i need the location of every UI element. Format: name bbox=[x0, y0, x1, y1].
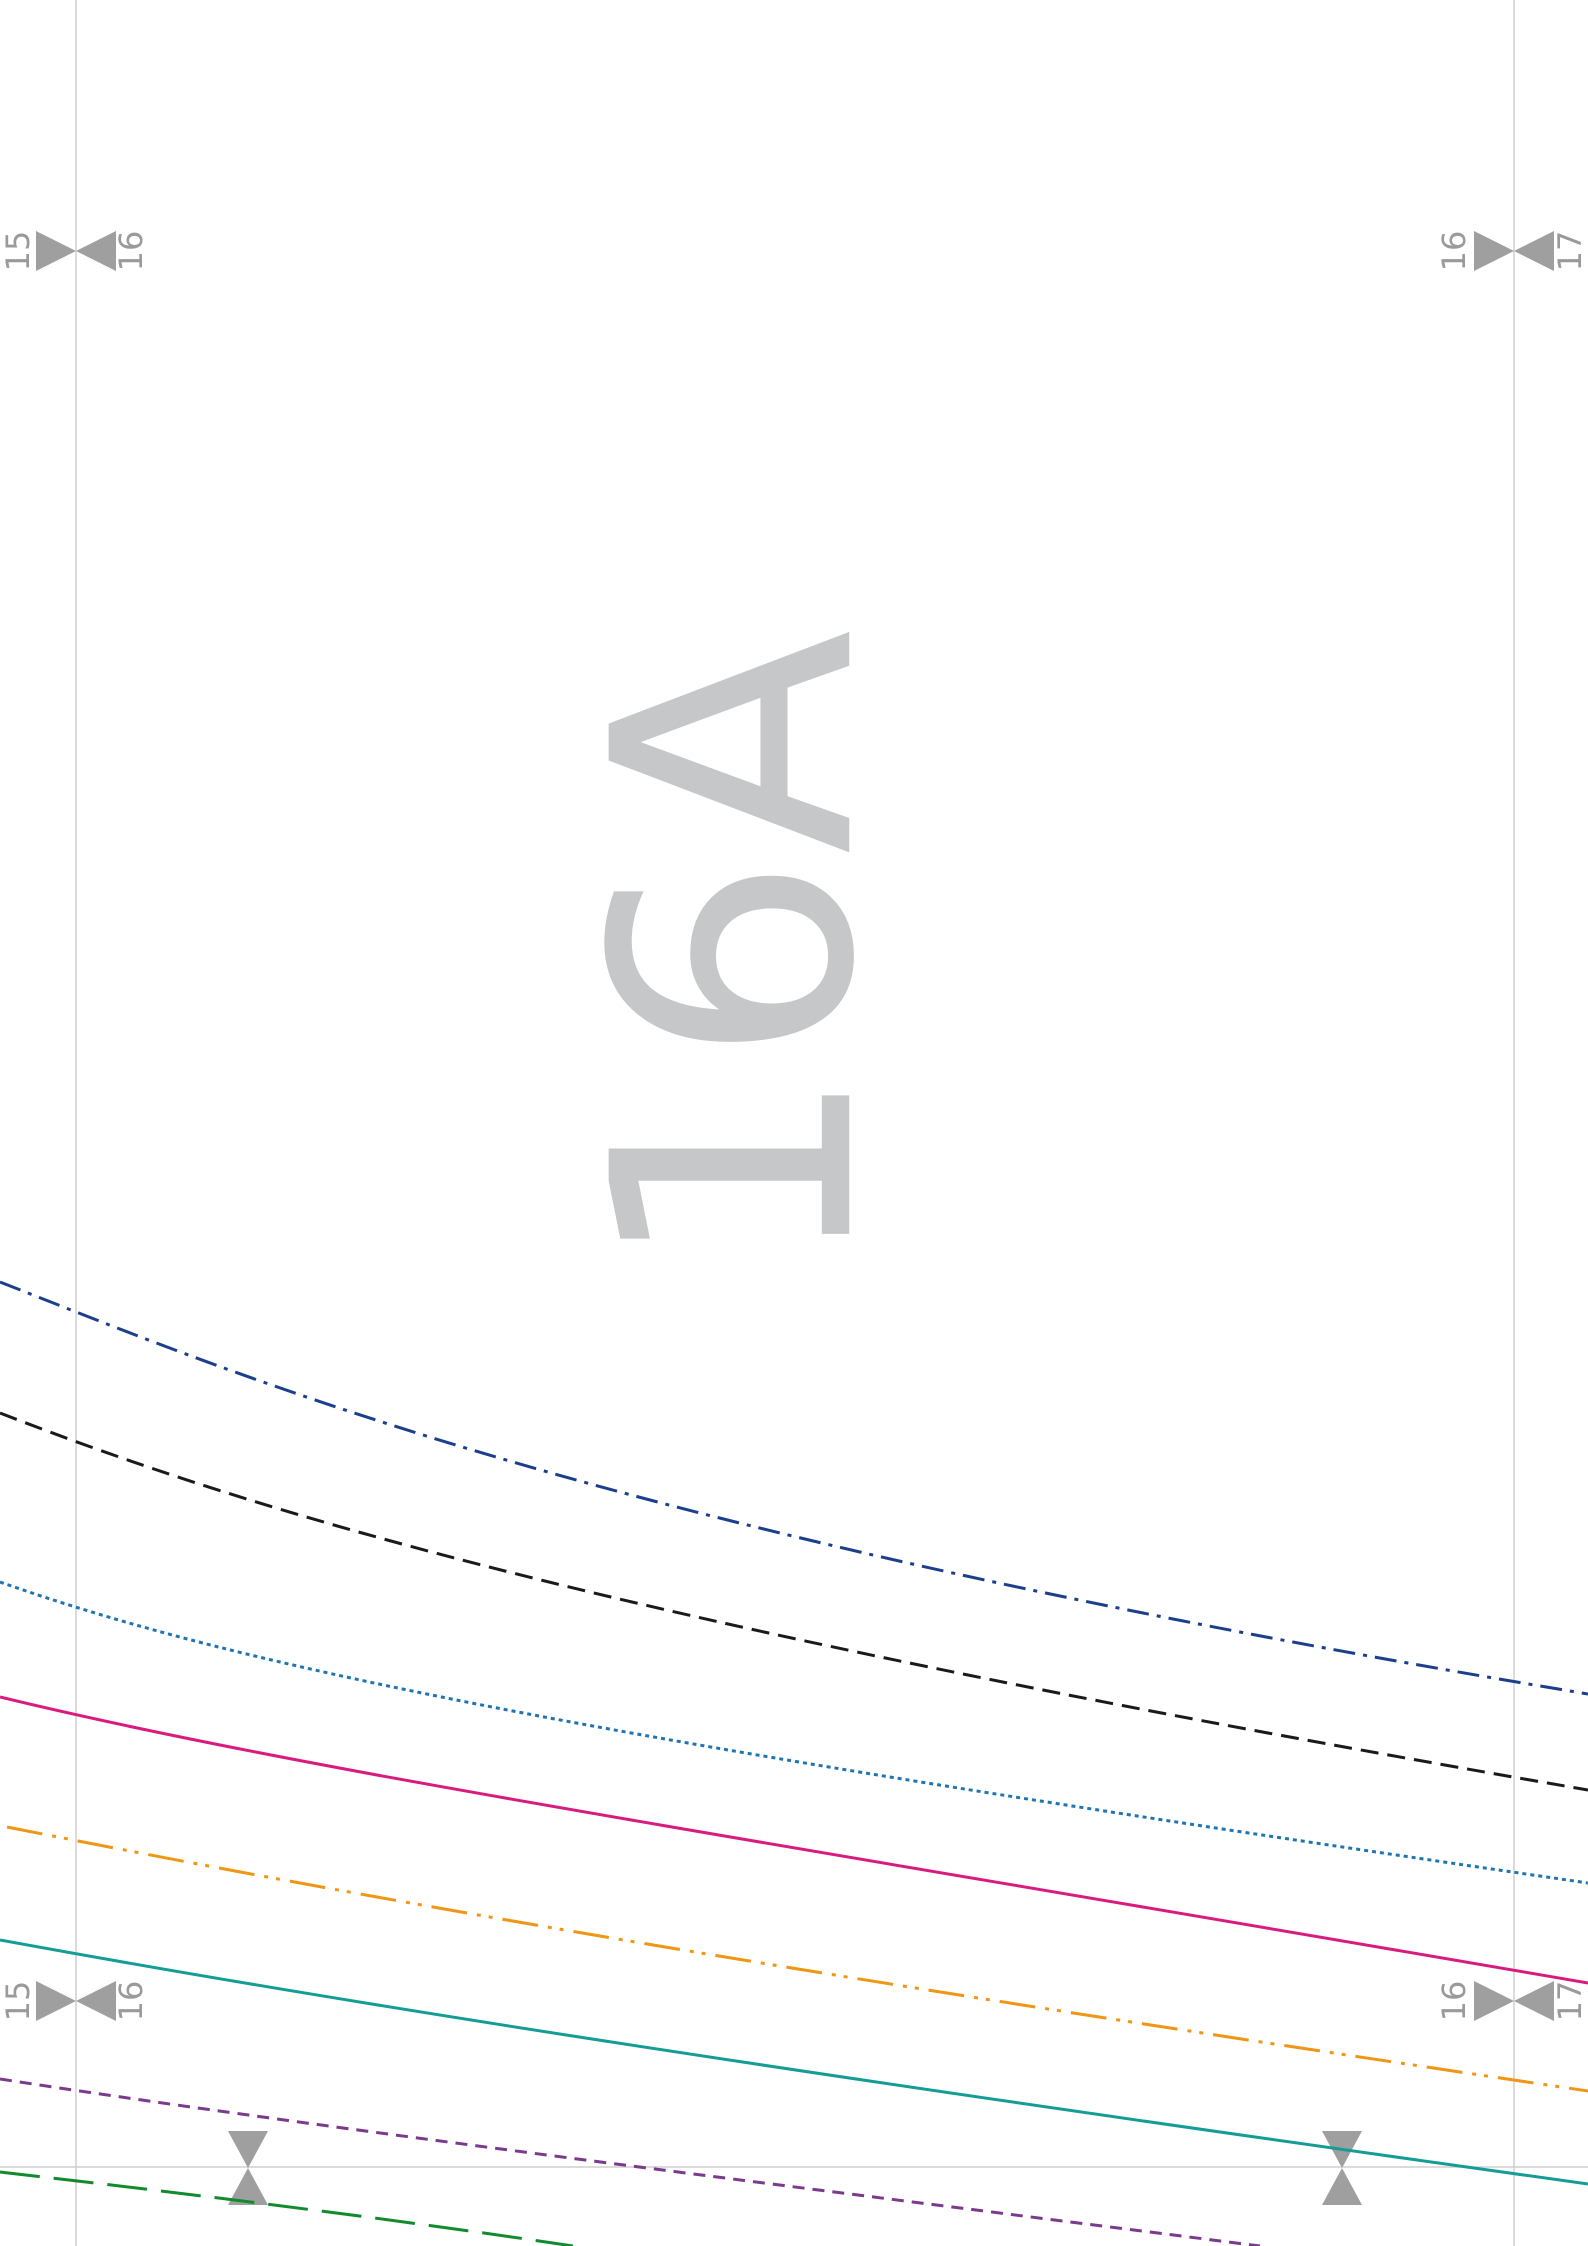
marker-number: 16 bbox=[112, 1981, 150, 2022]
size-line bbox=[0, 1580, 1588, 1885]
size-line bbox=[0, 1280, 1588, 1696]
page-label: 16A bbox=[543, 628, 927, 1275]
marker-number: 16 bbox=[1435, 1981, 1473, 2022]
marker-number: 15 bbox=[0, 1981, 37, 2022]
size-line bbox=[0, 1411, 1588, 1792]
size-line bbox=[0, 2170, 574, 2246]
marker-number: 17 bbox=[1551, 1981, 1588, 2022]
marker-number: 16 bbox=[1435, 231, 1473, 272]
size-line bbox=[0, 1938, 1588, 2186]
marker-number: 17 bbox=[1551, 231, 1588, 272]
align-markers bbox=[36, 231, 1554, 2205]
size-line bbox=[0, 1695, 1588, 1985]
size-line bbox=[0, 2077, 1261, 2246]
size-line bbox=[6, 1825, 1588, 2093]
marker-number: 16 bbox=[112, 231, 150, 272]
marker-number: 15 bbox=[0, 231, 37, 272]
